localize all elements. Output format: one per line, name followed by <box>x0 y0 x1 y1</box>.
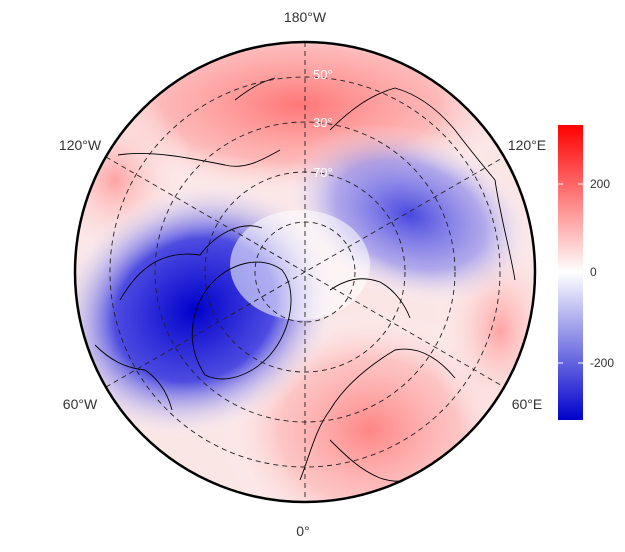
meridian-60w-120e <box>105 156 505 388</box>
lat-label-30: 30° <box>313 115 333 130</box>
map-border <box>73 40 537 504</box>
lat-label-70: 70° <box>313 165 333 180</box>
lon-label-180w: 180°W <box>284 9 327 25</box>
lon-label-120e: 120°E <box>508 137 546 153</box>
colorbar: 200 0 -200 <box>558 125 614 420</box>
colorbar-tick-200: 200 <box>590 177 610 191</box>
colorbar-tick-neg200: -200 <box>590 356 614 370</box>
lon-label-0: 0° <box>296 523 309 539</box>
graticule <box>105 42 505 502</box>
lon-label-120w: 120°W <box>59 137 102 153</box>
lat-label-50: 50° <box>313 67 333 82</box>
colorbar-tick-0: 0 <box>590 265 597 279</box>
lon-label-60e: 60°E <box>512 396 543 412</box>
lon-label-60w: 60°W <box>63 396 98 412</box>
